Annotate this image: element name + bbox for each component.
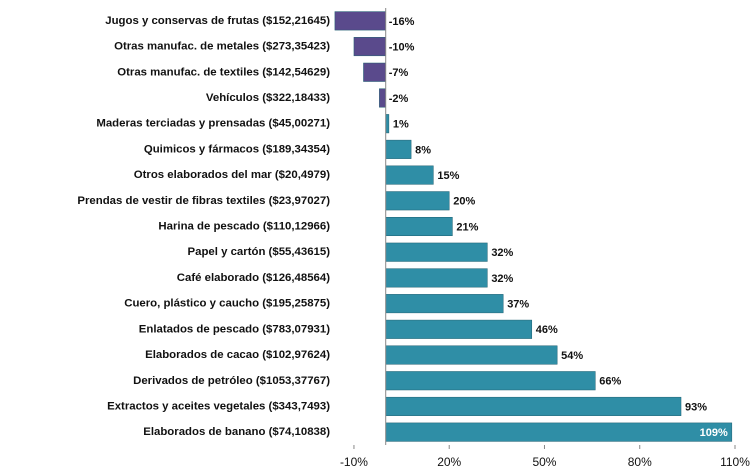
category-label: Derivados de petróleo ($1053,37767)	[133, 375, 330, 387]
value-label: 20%	[453, 196, 475, 208]
category-label: Cuero, plástico y caucho ($195,25875)	[124, 298, 330, 310]
x-tick-label: 50%	[532, 455, 556, 469]
category-label: Extractos y aceites vegetales ($343,7493…	[107, 400, 330, 412]
category-label: Elaborados de cacao ($102,97624)	[145, 349, 330, 361]
bar	[385, 191, 450, 211]
category-label: Jugos y conservas de frutas ($152,21645)	[105, 15, 330, 27]
value-label: 8%	[415, 144, 431, 156]
value-label: 32%	[491, 273, 513, 285]
bar	[385, 345, 558, 365]
bar	[385, 216, 453, 237]
bar	[363, 62, 386, 82]
value-label: 15%	[437, 170, 459, 182]
value-label: 1%	[393, 119, 409, 131]
x-tick-label: -10%	[340, 455, 368, 469]
bar	[379, 88, 386, 108]
bar	[385, 242, 488, 262]
value-label: 66%	[599, 376, 621, 388]
value-label: -2%	[389, 93, 409, 105]
x-tick-label: 80%	[628, 455, 652, 469]
bar	[385, 165, 434, 185]
value-label: -16%	[389, 16, 415, 28]
bar	[385, 139, 412, 159]
bar	[385, 396, 682, 416]
bar	[385, 422, 733, 442]
category-label: Maderas terciadas y prensadas ($45,00271…	[96, 118, 330, 130]
value-label: 21%	[456, 221, 478, 233]
value-label: 109%	[700, 427, 728, 439]
bar	[385, 319, 533, 339]
category-label: Harina de pescado ($110,12966)	[158, 221, 330, 233]
category-label: Otras manufac. de textiles ($142,54629)	[117, 66, 330, 78]
bar	[385, 268, 488, 288]
category-label: Otros elaborados del mar ($20,4979)	[134, 169, 330, 181]
value-label: 93%	[685, 401, 707, 413]
value-label: 54%	[561, 350, 583, 362]
category-label: Prendas de vestir de fibras textiles ($2…	[77, 195, 330, 207]
bar	[334, 11, 386, 31]
x-tick-label: 20%	[437, 455, 461, 469]
x-tick-label: 110%	[720, 455, 750, 469]
value-label: -7%	[389, 67, 409, 79]
value-label: -10%	[389, 41, 415, 53]
category-label: Papel y cartón ($55,43615)	[188, 246, 331, 258]
bar	[353, 37, 386, 57]
category-label: Enlatados de pescado ($783,07931)	[139, 323, 330, 335]
category-label: Quimicos y fármacos ($189,34354)	[144, 143, 330, 155]
category-label: Café elaborado ($126,48564)	[177, 272, 330, 284]
bar	[385, 294, 504, 314]
value-label: 32%	[491, 247, 513, 259]
value-label: 46%	[536, 324, 558, 336]
bar	[385, 371, 596, 391]
category-label: Otras manufac. de metales ($273,35423)	[114, 41, 330, 53]
category-label: Elaborados de banano ($74,10838)	[143, 426, 330, 438]
value-label: 37%	[507, 299, 529, 311]
category-label: Vehículos ($322,18433)	[206, 92, 330, 104]
